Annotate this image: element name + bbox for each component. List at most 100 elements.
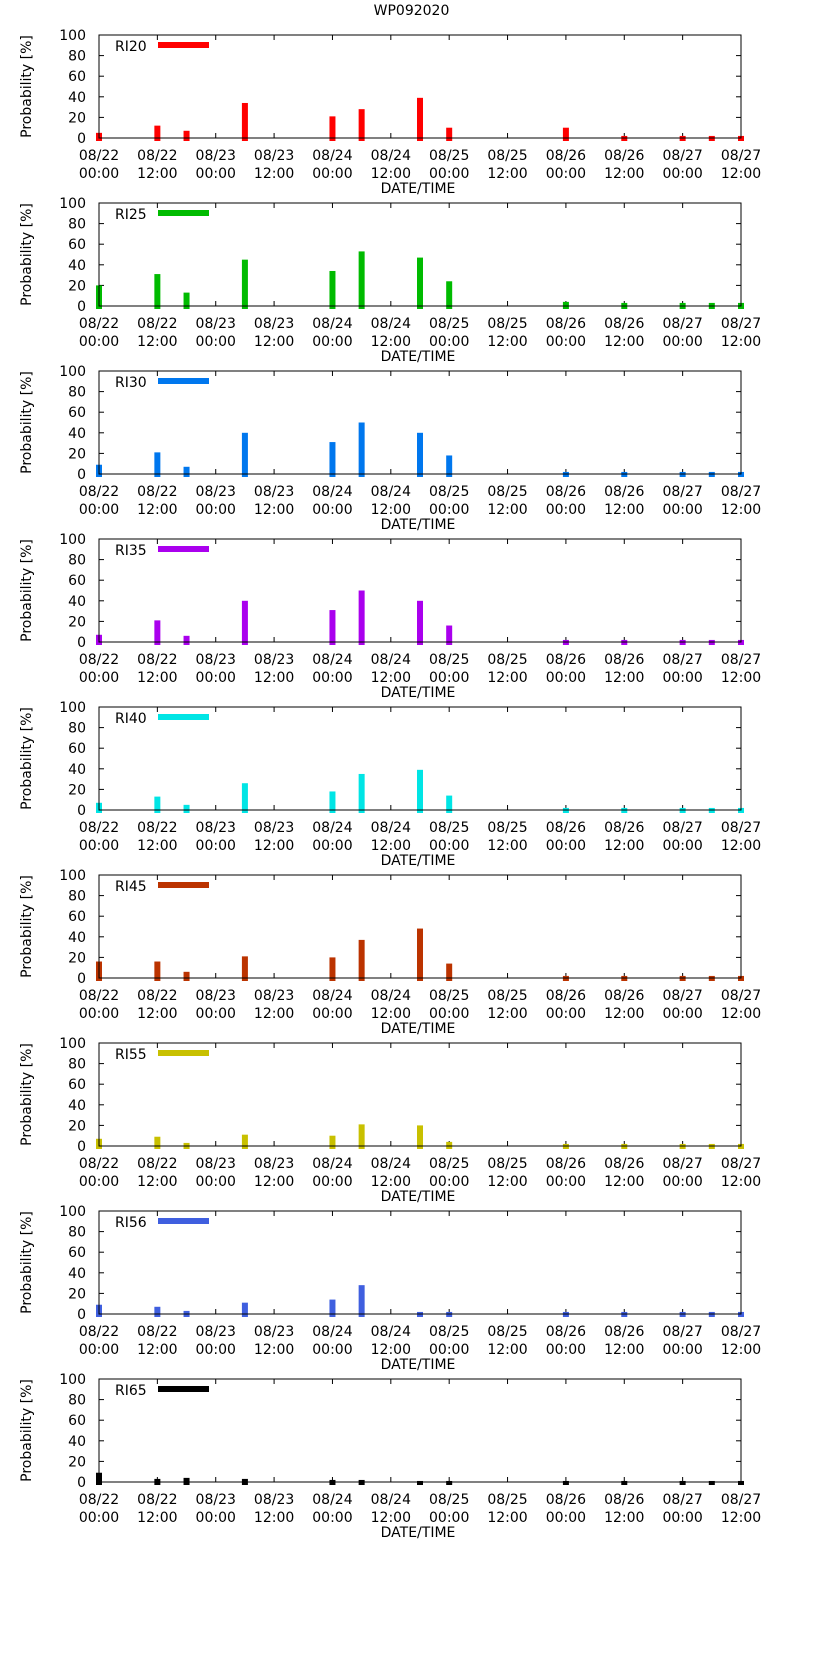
x-tick-label-time: 12:00 <box>604 1510 644 1526</box>
x-tick-label-time: 00:00 <box>79 334 119 350</box>
chart-panel-ri45: 0 20 40 60 80 100 08/22 00:00 08/22 12:00 08/23 00:… <box>0 860 823 1037</box>
x-tick-label-time: 00:00 <box>196 502 236 518</box>
y-tick-label: 20 <box>68 1286 86 1302</box>
y-tick-label: 80 <box>68 217 86 233</box>
x-tick-label-date: 08/24 <box>312 484 352 500</box>
bar-ri40 <box>358 773 365 813</box>
y-tick-label: 80 <box>68 1057 86 1073</box>
x-tick-label-date: 08/23 <box>254 148 294 164</box>
x-tick-label-time: 00:00 <box>196 166 236 182</box>
x-tick-label-time: 00:00 <box>662 1342 702 1358</box>
chart-svg-ri65: 0 20 40 60 80 100 08/22 00:00 08/22 12:00 08/23 00:… <box>19 1372 761 1541</box>
x-tick-label-date: 08/27 <box>721 484 761 500</box>
x-tick-label-date: 08/24 <box>312 820 352 836</box>
x-tick-label-date: 08/24 <box>371 820 411 836</box>
chart-svg-ri45: 0 20 40 60 80 100 08/22 00:00 08/22 12:00 08/23 00:… <box>19 868 761 1037</box>
bar-ri65 <box>738 1480 744 1485</box>
y-tick-label: 100 <box>59 532 86 548</box>
x-tick-label-time: 12:00 <box>137 166 177 182</box>
y-tick-label: 20 <box>68 110 86 126</box>
y-tick-label: 40 <box>68 930 86 946</box>
bar-ri25 <box>241 259 248 309</box>
bar-ri45 <box>446 963 453 981</box>
x-tick-label-date: 08/27 <box>721 652 761 668</box>
chart-panel-ri30: 0 20 40 60 80 100 08/22 00:00 08/22 12:00 08/23 00:… <box>0 356 823 533</box>
bar-ri20 <box>241 102 248 141</box>
plot-frame <box>98 34 742 139</box>
x-tick-label-date: 08/27 <box>721 820 761 836</box>
x-tick-label-time: 00:00 <box>662 1006 702 1022</box>
x-tick-label-time: 12:00 <box>371 334 411 350</box>
x-tick-label-time: 12:00 <box>254 1006 294 1022</box>
x-tick-label-time: 12:00 <box>371 502 411 518</box>
x-tick-label-date: 08/25 <box>487 1156 527 1172</box>
x-tick-label-time: 12:00 <box>137 838 177 854</box>
bar-ri30 <box>183 466 190 477</box>
x-tick-label-date: 08/26 <box>546 1156 586 1172</box>
chart-svg-ri55: 0 20 40 60 80 100 08/22 00:00 08/22 12:00 08/23 00:… <box>19 1036 761 1205</box>
x-tick-label-time: 12:00 <box>604 334 644 350</box>
x-tick-label-time: 00:00 <box>546 334 586 350</box>
legend-label: RI40 <box>115 711 147 727</box>
plot-frame <box>98 1042 742 1147</box>
x-tick-label-time: 12:00 <box>254 838 294 854</box>
bar-ri40 <box>241 783 248 813</box>
x-tick-label-time: 12:00 <box>721 838 761 854</box>
x-tick-label-time: 12:00 <box>371 838 411 854</box>
x-tick-label-time: 00:00 <box>546 166 586 182</box>
x-tick-label-time: 00:00 <box>662 166 702 182</box>
x-tick-label-time: 00:00 <box>312 838 352 854</box>
x-tick-label-time: 00:00 <box>79 1510 119 1526</box>
x-tick-label-time: 12:00 <box>254 334 294 350</box>
plot-frame <box>98 202 742 307</box>
x-tick-label-time: 12:00 <box>721 1174 761 1190</box>
legend-label: RI56 <box>115 1215 147 1231</box>
plot-frame <box>98 874 742 979</box>
x-tick-label-time: 12:00 <box>137 1174 177 1190</box>
x-tick-label-date: 08/27 <box>662 1156 702 1172</box>
x-tick-label-date: 08/25 <box>429 988 469 1004</box>
bar-ri35 <box>417 600 423 645</box>
x-tick-label-date: 08/26 <box>604 652 644 668</box>
bar-ri25 <box>417 257 423 309</box>
x-tick-label-time: 12:00 <box>487 670 527 686</box>
x-tick-label-date: 08/23 <box>254 820 294 836</box>
y-tick-label: 0 <box>77 467 86 483</box>
x-tick-label-date: 08/22 <box>79 988 119 1004</box>
y-tick-label: 100 <box>59 1036 86 1052</box>
x-tick-label-time: 12:00 <box>487 1006 527 1022</box>
x-tick-label-date: 08/27 <box>662 988 702 1004</box>
x-tick-label-date: 08/25 <box>429 316 469 332</box>
x-tick-label-time: 00:00 <box>429 1006 469 1022</box>
y-tick-label: 40 <box>68 1266 86 1282</box>
x-tick-label-time: 00:00 <box>429 670 469 686</box>
chart-svg-ri30: 0 20 40 60 80 100 08/22 00:00 08/22 12:00 08/23 00:… <box>19 364 761 533</box>
x-tick-label-date: 08/26 <box>604 316 644 332</box>
legend-swatch <box>158 882 209 888</box>
bar-ri55 <box>446 1141 453 1149</box>
x-tick-label-date: 08/22 <box>79 148 119 164</box>
bar-ri55 <box>358 1124 365 1149</box>
y-tick-label: 20 <box>68 614 86 630</box>
plot-frame <box>98 706 742 811</box>
y-axis-label: Probability [%] <box>19 35 35 138</box>
x-tick-label-date: 08/22 <box>137 148 177 164</box>
bar-ri20 <box>446 127 453 141</box>
x-tick-label-date: 08/25 <box>487 1324 527 1340</box>
y-tick-label: 100 <box>59 700 86 716</box>
x-tick-label-time: 12:00 <box>604 502 644 518</box>
bar-ri45 <box>329 957 336 981</box>
bar-ri56 <box>241 1302 248 1317</box>
chart-panel-ri35: 0 20 40 60 80 100 08/22 00:00 08/22 12:00 08/23 00:… <box>0 524 823 701</box>
bar-ri30 <box>154 452 161 477</box>
y-tick-label: 80 <box>68 1393 86 1409</box>
legend-swatch <box>158 546 209 552</box>
x-tick-label-date: 08/23 <box>254 652 294 668</box>
x-tick-label-date: 08/25 <box>487 484 527 500</box>
bar-ri65 <box>562 1480 569 1485</box>
x-tick-label-time: 00:00 <box>312 1006 352 1022</box>
y-tick-label: 40 <box>68 426 86 442</box>
x-tick-label-time: 12:00 <box>254 670 294 686</box>
bar-ri45 <box>241 956 248 981</box>
legend-label: RI65 <box>115 1383 147 1399</box>
